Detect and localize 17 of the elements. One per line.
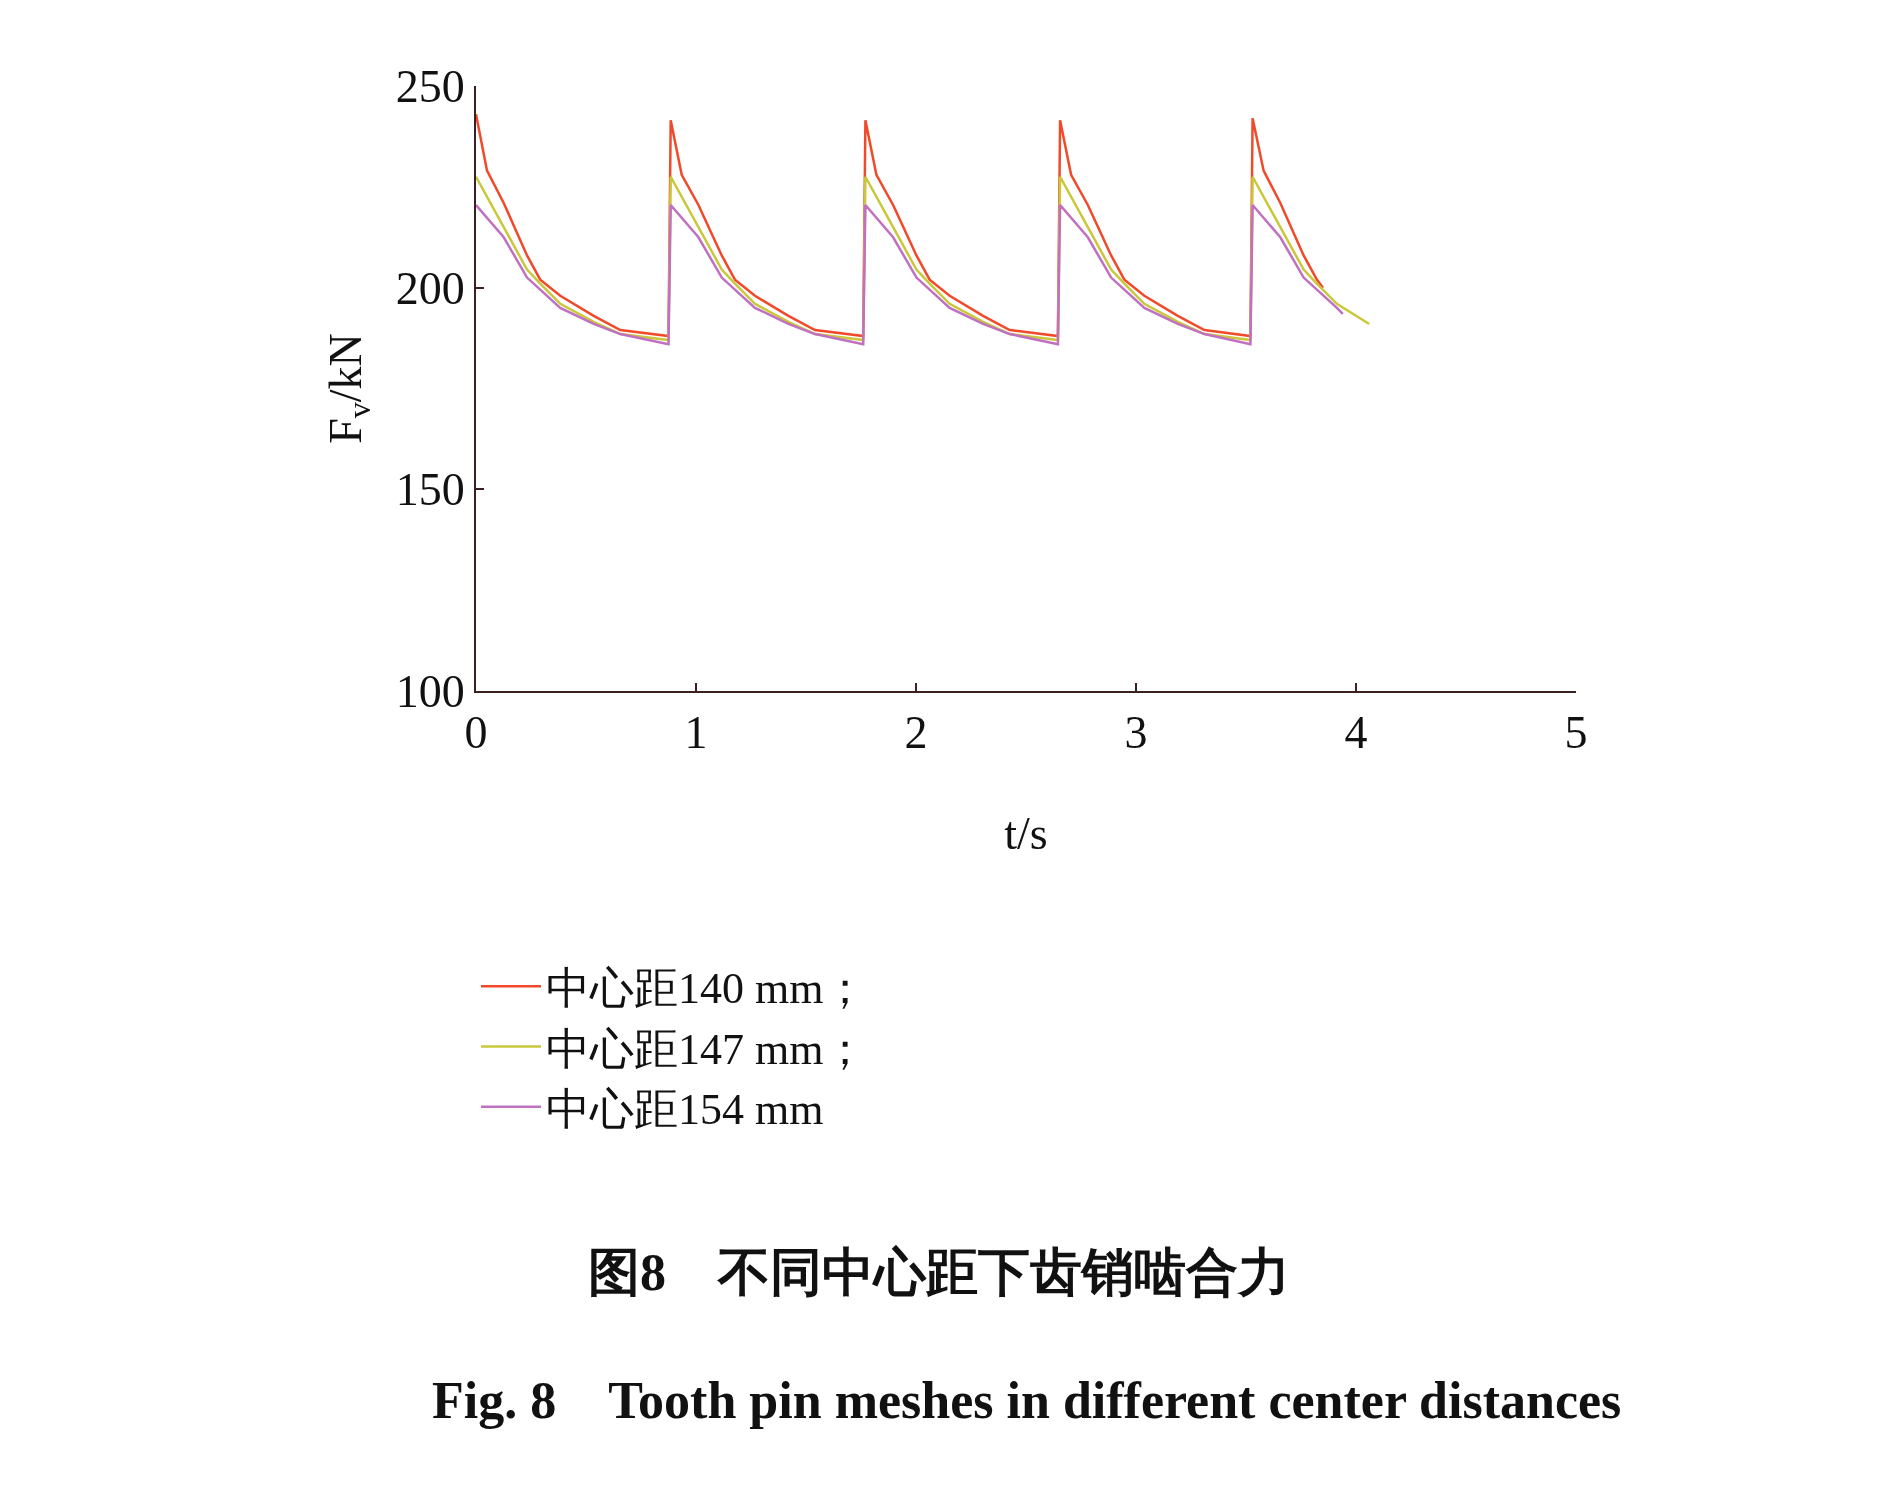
x-tick-label: 0 bbox=[464, 707, 488, 759]
x-axis-title: t/s bbox=[1004, 808, 1048, 860]
y-tick-label: 250 bbox=[395, 61, 465, 113]
legend-label: 中心距147 mm； bbox=[546, 1024, 868, 1074]
y-tick-label: 200 bbox=[395, 262, 465, 314]
x-tick-label: 3 bbox=[1124, 707, 1148, 759]
legend-label: 中心距140 mm； bbox=[546, 964, 868, 1014]
legend-label: 中心距154 mm bbox=[546, 1084, 824, 1134]
text: 图8 不同中心距下齿销啮合力 bbox=[588, 1243, 1290, 1301]
x-tick-label: 4 bbox=[1344, 707, 1368, 759]
x-tick-label: 1 bbox=[684, 707, 708, 759]
x-tick-label: 2 bbox=[904, 707, 928, 759]
y-tick-label: 100 bbox=[395, 666, 465, 718]
y-tick-label: 150 bbox=[395, 464, 465, 516]
line-series bbox=[476, 203, 1345, 346]
x-tick-label: 5 bbox=[1564, 707, 1588, 759]
text: Fig. 8 Tooth pin meshes in different center distances bbox=[432, 1372, 1622, 1429]
